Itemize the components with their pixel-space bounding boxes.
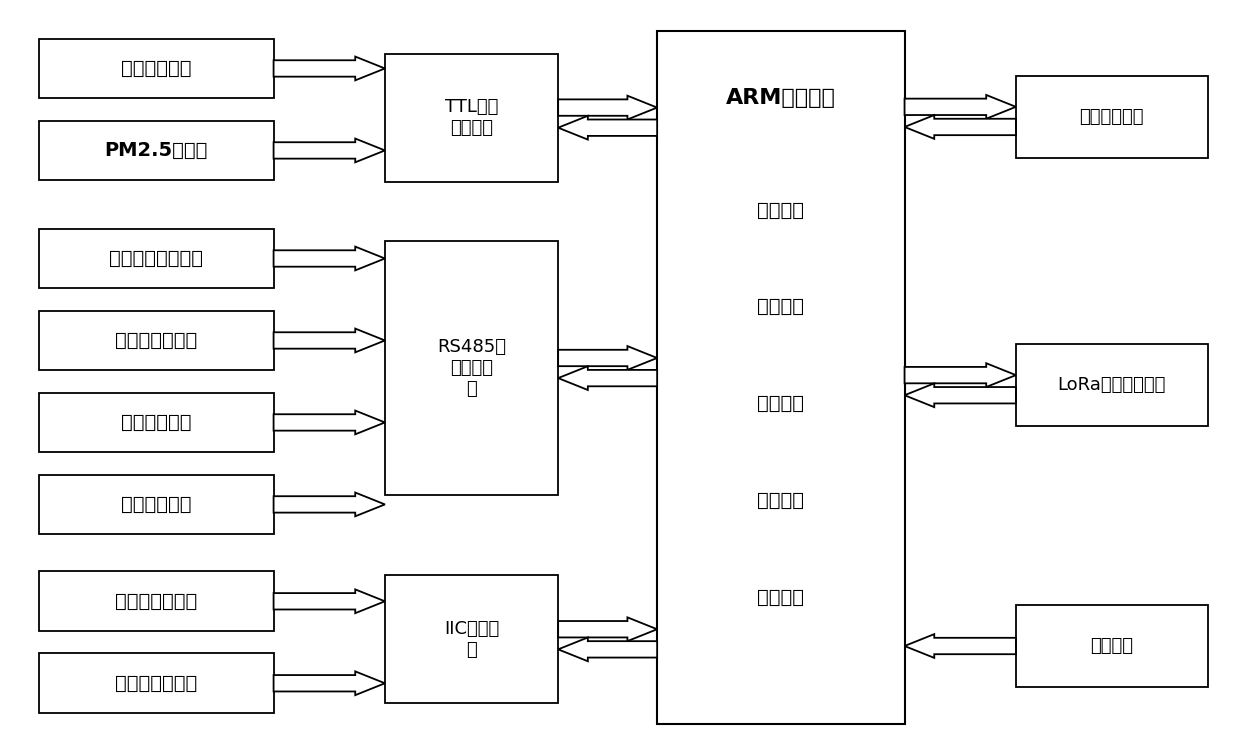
Text: 数据采集: 数据采集 [758, 200, 805, 220]
Polygon shape [274, 57, 384, 80]
Text: 数据存储: 数据存储 [758, 394, 805, 414]
FancyBboxPatch shape [38, 654, 274, 713]
Polygon shape [904, 364, 1016, 387]
Polygon shape [274, 138, 384, 162]
Text: 大气压强传感器: 大气压强传感器 [115, 674, 197, 693]
Polygon shape [274, 411, 384, 435]
Text: 电源电路: 电源电路 [1090, 637, 1133, 655]
Polygon shape [274, 589, 384, 613]
FancyBboxPatch shape [38, 229, 274, 288]
Text: LoRa无线数据模块: LoRa无线数据模块 [1058, 376, 1166, 394]
Text: ARM主控制器: ARM主控制器 [725, 88, 836, 108]
FancyBboxPatch shape [1016, 76, 1208, 158]
FancyBboxPatch shape [384, 575, 558, 703]
Text: 温湿度传感器: 温湿度传感器 [120, 495, 191, 514]
FancyBboxPatch shape [1016, 344, 1208, 426]
FancyBboxPatch shape [38, 571, 274, 631]
Polygon shape [274, 492, 384, 516]
FancyBboxPatch shape [384, 54, 558, 182]
FancyBboxPatch shape [384, 242, 558, 494]
Text: 能见度传感器: 能见度传感器 [120, 413, 191, 432]
Polygon shape [558, 346, 657, 370]
FancyBboxPatch shape [38, 310, 274, 370]
Text: 数据显示: 数据显示 [758, 491, 805, 510]
Polygon shape [558, 637, 657, 661]
Text: 数据传输: 数据传输 [758, 588, 805, 607]
FancyBboxPatch shape [38, 120, 274, 180]
Text: RS485总
线采集电
路: RS485总 线采集电 路 [436, 338, 506, 398]
Polygon shape [274, 672, 384, 695]
Polygon shape [558, 116, 657, 140]
Polygon shape [274, 247, 384, 270]
Text: 数据处理: 数据处理 [758, 298, 805, 316]
FancyBboxPatch shape [38, 39, 274, 98]
Polygon shape [558, 367, 657, 390]
Text: 风速风向传感器: 风速风向传感器 [115, 331, 197, 350]
Polygon shape [558, 617, 657, 641]
Text: IIC采集电
路: IIC采集电 路 [444, 620, 500, 659]
FancyBboxPatch shape [657, 31, 904, 724]
Polygon shape [558, 96, 657, 120]
Text: TTL型号
采集电路: TTL型号 采集电路 [445, 98, 498, 137]
Polygon shape [904, 95, 1016, 119]
Polygon shape [904, 384, 1016, 407]
Text: PM2.5传感器: PM2.5传感器 [104, 141, 208, 160]
Text: 北斗定位模块: 北斗定位模块 [1080, 108, 1145, 126]
FancyBboxPatch shape [38, 393, 274, 453]
FancyBboxPatch shape [38, 474, 274, 534]
Text: 光照强度传感器: 光照强度传感器 [115, 592, 197, 611]
Polygon shape [904, 634, 1016, 658]
FancyBboxPatch shape [1016, 605, 1208, 687]
Polygon shape [274, 328, 384, 352]
Text: 太阳总辐射传感器: 太阳总辐射传感器 [109, 249, 203, 268]
Polygon shape [904, 115, 1016, 139]
Text: 降雨量传感器: 降雨量传感器 [120, 59, 191, 78]
